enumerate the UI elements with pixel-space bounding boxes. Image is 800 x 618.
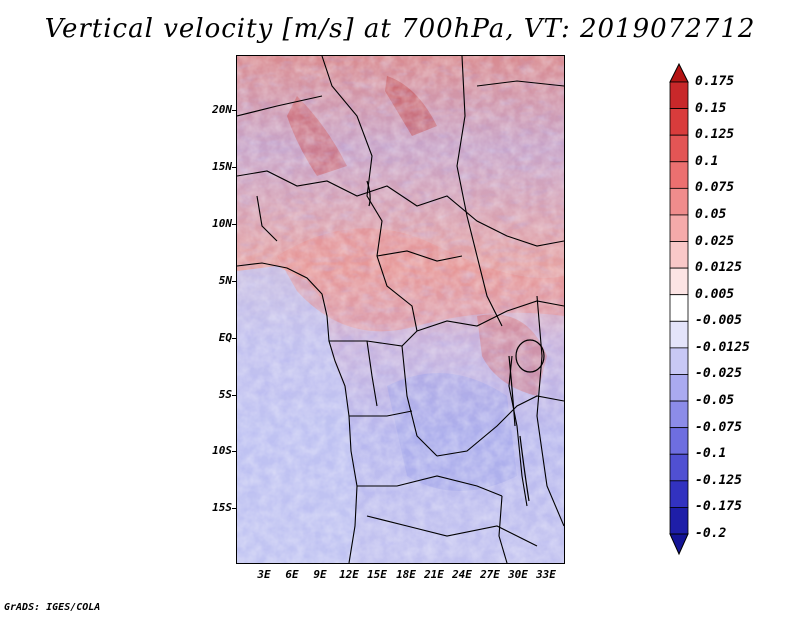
lon-label-33e: 33E [536, 568, 556, 581]
colorbar-segment [669, 294, 689, 322]
lon-label-15e: 15E [367, 568, 387, 581]
lat-tick [232, 224, 237, 225]
colorbar-segment [669, 427, 689, 455]
lat-label-10s: 10S [212, 444, 232, 457]
lon-label-24e: 24E [452, 568, 472, 581]
colorbar-label: 0.005 [695, 286, 735, 302]
colorbar-label: -0.025 [695, 366, 742, 382]
colorbar-segment [669, 480, 689, 508]
colorbar-segment [669, 400, 689, 429]
lon-label-12e: 12E [339, 568, 359, 581]
colorbar-bottom-arrow [669, 533, 689, 556]
colorbar-label: 0.05 [695, 206, 727, 222]
colorbar-label: 0.075 [695, 180, 735, 196]
lat-label-20n: 20N [212, 103, 232, 116]
colorbar-segment [669, 267, 689, 296]
colorbar-label: 0.15 [695, 100, 727, 116]
lat-label-10n: 10N [212, 217, 232, 230]
colorbar-segment [669, 214, 689, 242]
lat-tick [232, 451, 237, 452]
map-panel [236, 55, 565, 564]
colorbar-label: -0.05 [695, 393, 735, 409]
colorbar-label: -0.2 [695, 526, 727, 541]
chart-title: Vertical velocity [m/s] at 700hPa, VT: 2… [44, 14, 756, 44]
lon-label-18e: 18E [396, 568, 416, 581]
lat-label-eq: EQ [218, 331, 232, 344]
colorbar-segment [669, 374, 689, 402]
colorbar-label: 0.175 [695, 74, 735, 89]
lat-label-5s: 5S [218, 388, 232, 401]
lat-tick [232, 508, 237, 509]
lat-label-5n: 5N [218, 274, 232, 287]
vertical-velocity-field [237, 56, 564, 563]
colorbar-label: 0.025 [695, 233, 735, 249]
colorbar-segment [669, 81, 689, 109]
lon-label-21e: 21E [424, 568, 444, 581]
colorbar-label: -0.0125 [695, 339, 750, 355]
colorbar-top-arrow [669, 62, 689, 83]
colorbar-label: 0.125 [695, 127, 735, 143]
colorbar-segment [669, 347, 689, 375]
lat-label-15n: 15N [212, 160, 232, 173]
lat-tick [232, 395, 237, 396]
lon-label-3e: 3E [257, 568, 271, 581]
colorbar-label: -0.125 [695, 472, 742, 488]
lon-label-9e: 9E [313, 568, 327, 581]
colorbar-segment [669, 108, 689, 136]
footer-credit: GrADS: IGES/COLA [4, 602, 101, 613]
lat-tick [232, 167, 237, 168]
lat-tick [232, 338, 237, 339]
colorbar-label: 0.1 [695, 153, 719, 169]
lon-label-6e: 6E [285, 568, 299, 581]
colorbar-segment [669, 161, 689, 189]
colorbar-label: -0.175 [695, 499, 742, 515]
colorbar-segment [669, 241, 689, 269]
lon-label-30e: 30E [508, 568, 528, 581]
colorbar-label: -0.075 [695, 419, 742, 435]
colorbar-label: -0.1 [695, 446, 727, 462]
colorbar-label: 0.0125 [695, 260, 742, 276]
colorbar-segment [669, 507, 689, 535]
colorbar-segment [669, 320, 689, 349]
lat-label-15s: 15S [212, 501, 232, 514]
colorbar-segment [669, 453, 689, 482]
lon-label-27e: 27E [480, 568, 500, 581]
colorbar-segment [669, 187, 689, 216]
lat-tick [232, 110, 237, 111]
colorbar-label: -0.005 [695, 313, 742, 329]
lat-tick [232, 281, 237, 282]
colorbar [669, 62, 689, 556]
colorbar-segment [669, 134, 689, 163]
